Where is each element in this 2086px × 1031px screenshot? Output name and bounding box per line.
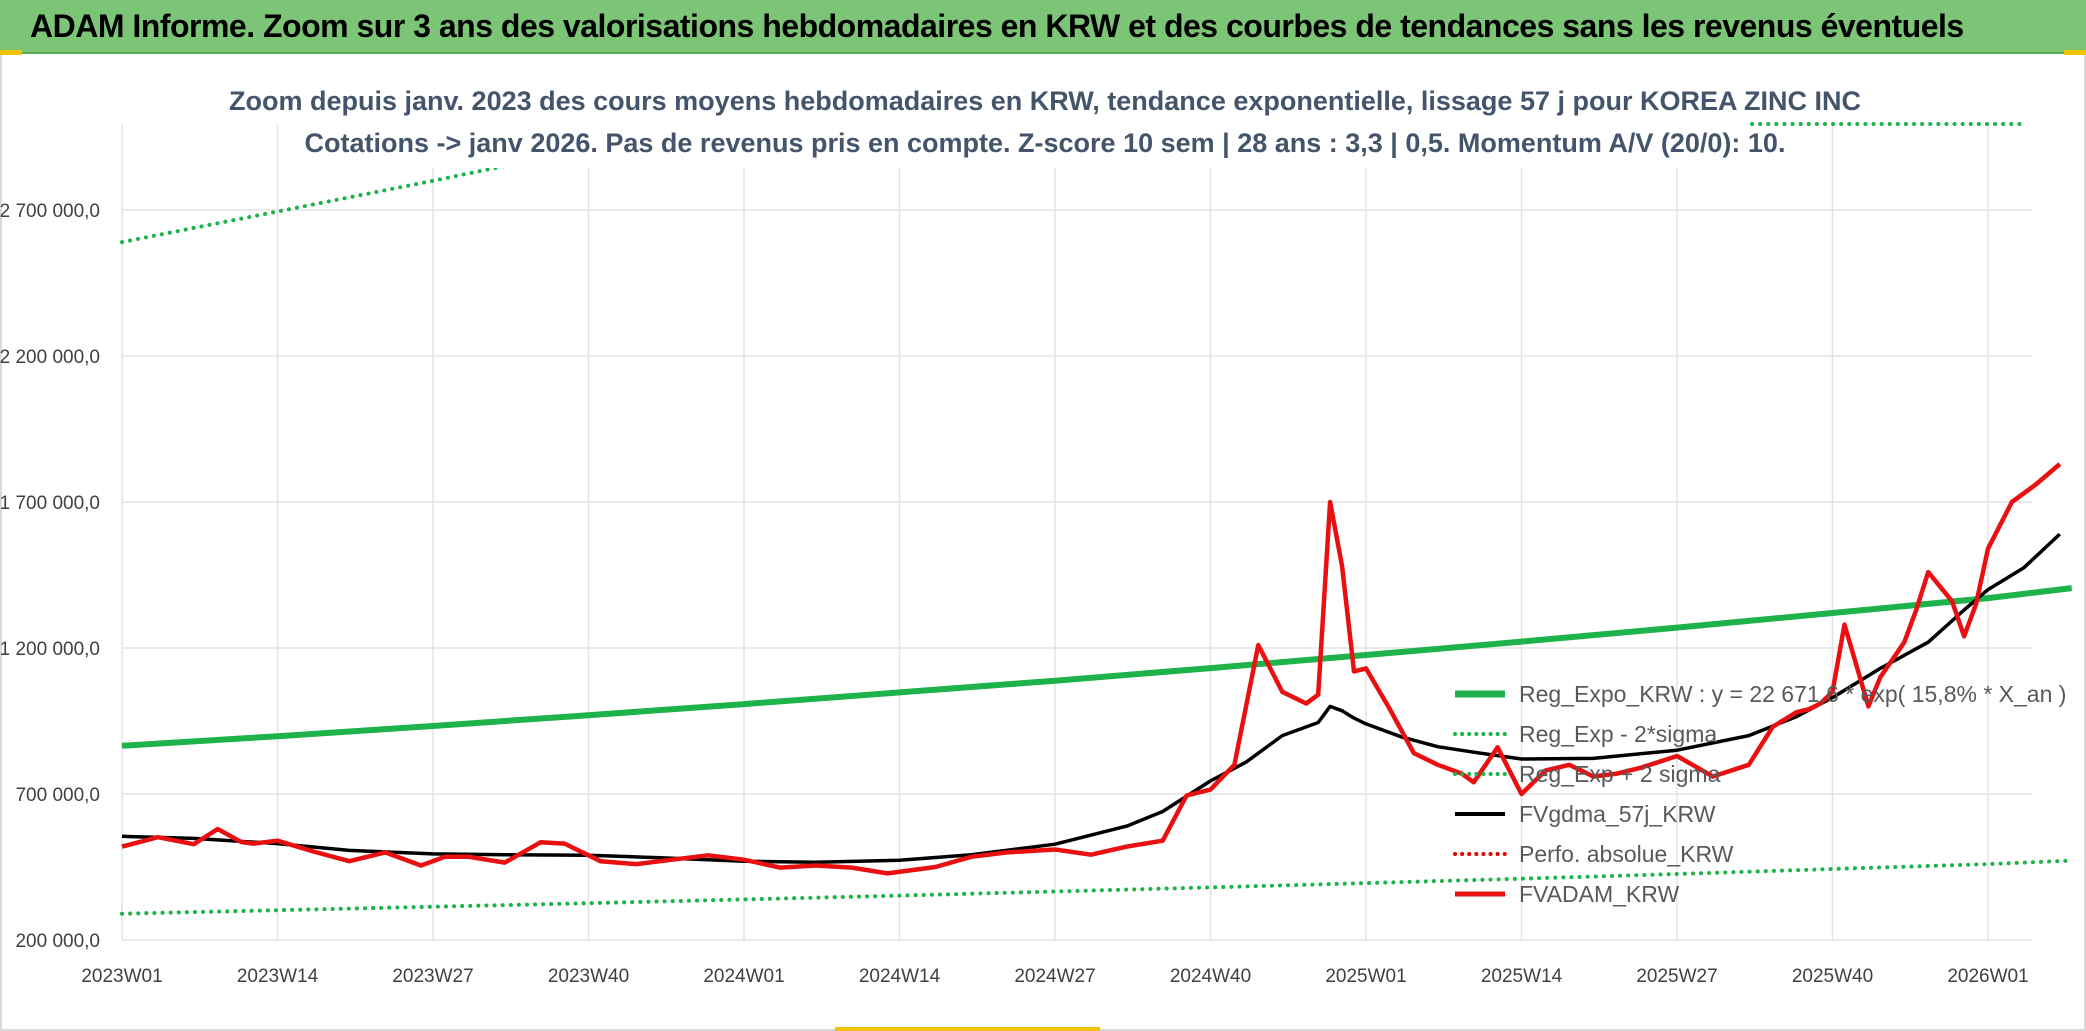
x-tick-label: 2025W40 [1792, 966, 1873, 987]
legend-label: Reg_Exp - 2*sigma [1519, 721, 1717, 747]
x-tick-label: 2023W14 [237, 966, 319, 987]
subtitle-backdrop [330, 78, 1750, 168]
bottom-accent [835, 1027, 1100, 1031]
legend-label: Reg_Exp + 2 sigma [1519, 761, 1721, 787]
x-tick-label: 2023W27 [392, 966, 473, 987]
y-tick-label: 200 000,0 [15, 931, 100, 952]
legend-label: Perfo. absolue_KRW [1519, 841, 1734, 867]
y-tick-label: 1 700 000,0 [0, 493, 100, 514]
y-axis-ticks: 200 000,0 700 000,0 1 200 000,0 1 700 000,0… [0, 201, 100, 952]
x-tick-label: 2024W27 [1014, 966, 1095, 987]
x-tick-label: 2024W01 [703, 966, 784, 987]
x-tick-label: 2024W14 [859, 966, 941, 987]
series-line [121, 462, 2062, 876]
chart-subtitle: Cotations -> janv 2026. Pas de revenus p… [305, 128, 1786, 158]
legend-label: FVgdma_57j_KRW [1519, 801, 1716, 827]
x-tick-label: 2025W27 [1636, 966, 1717, 987]
banner-accent-right [2064, 50, 2086, 55]
x-tick-label: 2025W01 [1325, 966, 1406, 987]
legend: Reg_Expo_KRW : y = 22 671,6 * exp( 15,8%… [1453, 681, 2066, 907]
x-tick-label: 2025W14 [1481, 966, 1563, 987]
chart-title: Zoom depuis janv. 2023 des cours moyens … [229, 86, 1861, 116]
legend-label: FVADAM_KRW [1519, 881, 1679, 907]
x-axis-ticks: 2023W01 2023W14 2023W27 2023W40 2024W01 2024W… [81, 966, 2028, 987]
x-tick-label: 2026W01 [1947, 966, 2028, 987]
y-tick-label: 2 700 000,0 [0, 201, 100, 222]
y-tick-label: 2 200 000,0 [0, 347, 100, 368]
series-line [120, 858, 2074, 916]
report-banner: ADAM Informe. Zoom sur 3 ans des valoris… [0, 0, 2086, 55]
series-group [120, 122, 2074, 916]
report-title: ADAM Informe. Zoom sur 3 ans des valoris… [30, 8, 1964, 44]
y-tick-label: 700 000,0 [15, 785, 100, 806]
series-line [121, 585, 2073, 749]
x-tick-label: 2023W01 [81, 966, 162, 987]
x-tick-label: 2024W40 [1170, 966, 1251, 987]
y-tick-label: 1 200 000,0 [0, 639, 100, 660]
banner-accent-left [0, 50, 22, 55]
legend-label: Reg_Expo_KRW : y = 22 671,6 * exp( 15,8%… [1519, 681, 2066, 707]
x-tick-label: 2023W40 [548, 966, 629, 987]
grid-lines [121, 125, 2032, 941]
